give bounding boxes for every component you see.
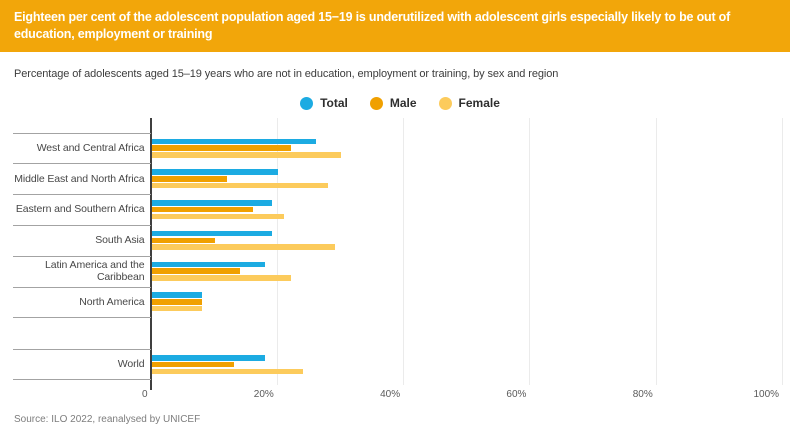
legend-label: Male <box>389 96 417 110</box>
bar-male <box>151 176 228 182</box>
bar-female <box>151 244 335 250</box>
bar-male <box>151 268 240 274</box>
legend-label: Female <box>458 96 500 110</box>
category-cell: Middle East and North Africa <box>13 163 151 194</box>
legend-dot-total <box>300 96 314 110</box>
x-tick-label: 80% <box>632 389 653 400</box>
header-banner: Eighteen per cent of the adolescent popu… <box>0 0 790 52</box>
legend-label: Total <box>320 96 348 110</box>
legend-dot-female <box>438 96 452 110</box>
category-cell: North America <box>13 286 151 318</box>
bar-total <box>151 169 278 175</box>
category-label: North America <box>79 295 145 308</box>
gridline <box>403 118 405 385</box>
category-label: Latin America and the Caribbean <box>45 259 145 283</box>
bar-male <box>151 145 291 151</box>
category-cell: South Asia <box>13 225 151 256</box>
category-cell: West and Central Africa <box>13 132 151 164</box>
bar-female <box>151 152 342 158</box>
bar-female <box>151 213 285 220</box>
x-tick-label: 100% <box>753 389 780 400</box>
category-cell: Eastern and Southern Africa <box>13 194 151 225</box>
source-note: Source: ILO 2022, reanalysed by UNICEF <box>14 414 201 425</box>
bar-female <box>151 275 291 281</box>
x-tick-label: 0 <box>141 389 148 400</box>
category-label: South Asia <box>95 234 145 247</box>
category-cell: Latin America and the Caribbean <box>13 255 151 287</box>
bar-total <box>151 261 266 268</box>
category-cell: World <box>13 349 151 381</box>
bar-male <box>151 299 203 305</box>
bar-female <box>151 182 329 189</box>
chart-plot: 0 20% 40% 60% 80% 100% West and Central Africa… <box>0 118 800 400</box>
chart-legend: Total Male Female <box>0 96 800 110</box>
x-tick-label: 40% <box>380 389 401 400</box>
category-cell-empty <box>13 317 151 349</box>
gridline <box>529 118 531 385</box>
category-label: West and Central Africa <box>36 141 145 154</box>
gridline <box>782 118 784 385</box>
gridline <box>276 118 278 385</box>
bar-female <box>151 305 203 312</box>
bar-total <box>151 355 266 361</box>
bar-male <box>151 237 215 244</box>
bar-total <box>151 292 203 298</box>
x-tick-label: 60% <box>506 389 527 400</box>
bar-total <box>151 200 272 206</box>
bar-male <box>151 206 253 213</box>
chart-subtitle: Percentage of adolescents aged 15–19 yea… <box>14 68 559 80</box>
y-axis-line <box>150 118 152 390</box>
legend-item-total[interactable]: Total <box>300 96 348 110</box>
legend-item-male[interactable]: Male <box>369 96 417 110</box>
legend-item-female[interactable]: Female <box>438 96 500 110</box>
headline-text: Eighteen per cent of the adolescent popu… <box>14 10 731 41</box>
category-label: World <box>117 357 145 370</box>
category-label: Middle East and North Africa <box>14 172 145 185</box>
bar-male <box>151 361 234 368</box>
bar-female <box>151 368 304 375</box>
gridline <box>655 118 657 385</box>
bar-total <box>151 138 316 145</box>
x-tick-label: 20% <box>253 389 274 400</box>
legend-dot-male <box>369 96 383 110</box>
bar-total <box>151 230 272 237</box>
category-label: Eastern and Southern Africa <box>15 203 145 216</box>
